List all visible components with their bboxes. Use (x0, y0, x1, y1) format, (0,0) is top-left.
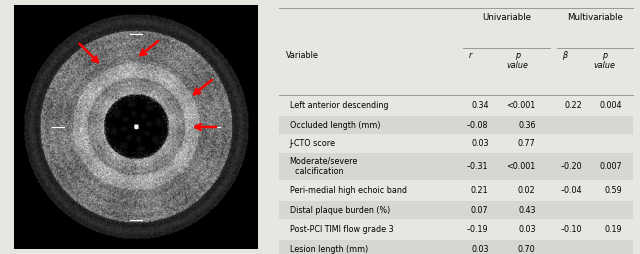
Text: Multivariable: Multivariable (567, 13, 623, 22)
Text: Univariable: Univariable (482, 13, 531, 22)
Text: 0.19: 0.19 (605, 225, 622, 234)
Bar (279, 201, 633, 219)
Text: 0.03: 0.03 (471, 139, 488, 148)
Text: 0.21: 0.21 (471, 186, 488, 195)
Text: 0.07: 0.07 (471, 205, 488, 215)
Text: –0.10: –0.10 (561, 225, 582, 234)
Text: 0.43: 0.43 (518, 205, 536, 215)
Bar (279, 240, 633, 254)
Text: 0.34: 0.34 (471, 101, 488, 110)
Bar (279, 153, 633, 180)
Text: β: β (562, 51, 567, 60)
Text: Distal plaque burden (%): Distal plaque burden (%) (290, 205, 390, 215)
Text: Post-PCI TIMI flow grade 3: Post-PCI TIMI flow grade 3 (290, 225, 394, 234)
Bar (279, 180, 633, 201)
Text: –0.19: –0.19 (467, 225, 488, 234)
Text: 0.02: 0.02 (518, 186, 536, 195)
Bar (279, 116, 633, 134)
Bar (279, 134, 633, 153)
Text: –0.20: –0.20 (561, 162, 582, 171)
Text: 0.03: 0.03 (518, 225, 536, 234)
Text: <0.001: <0.001 (506, 101, 536, 110)
Text: Peri-medial high echoic band: Peri-medial high echoic band (290, 186, 406, 195)
Text: Occluded length (mm): Occluded length (mm) (290, 121, 380, 130)
Text: 0.70: 0.70 (518, 245, 536, 254)
Text: 0.59: 0.59 (605, 186, 622, 195)
Bar (279, 95, 633, 116)
Text: J-CTO score: J-CTO score (290, 139, 335, 148)
Text: –0.31: –0.31 (467, 162, 488, 171)
Text: 0.03: 0.03 (471, 245, 488, 254)
Text: p
value: p value (593, 51, 615, 70)
Text: Variable: Variable (286, 51, 319, 60)
Text: –0.04: –0.04 (561, 186, 582, 195)
Text: –0.08: –0.08 (467, 121, 488, 130)
Text: 0.36: 0.36 (518, 121, 536, 130)
Text: 0.007: 0.007 (600, 162, 622, 171)
Text: Lesion length (mm): Lesion length (mm) (290, 245, 368, 254)
Text: Left anterior descending: Left anterior descending (290, 101, 388, 110)
Text: <0.001: <0.001 (506, 162, 536, 171)
Text: 0.22: 0.22 (565, 101, 582, 110)
Text: p
value: p value (506, 51, 529, 70)
Text: 0.004: 0.004 (600, 101, 622, 110)
Text: 0.77: 0.77 (518, 139, 536, 148)
Bar (279, 219, 633, 240)
Text: r: r (469, 51, 472, 60)
Text: Moderate/severe
  calcification: Moderate/severe calcification (290, 157, 358, 176)
